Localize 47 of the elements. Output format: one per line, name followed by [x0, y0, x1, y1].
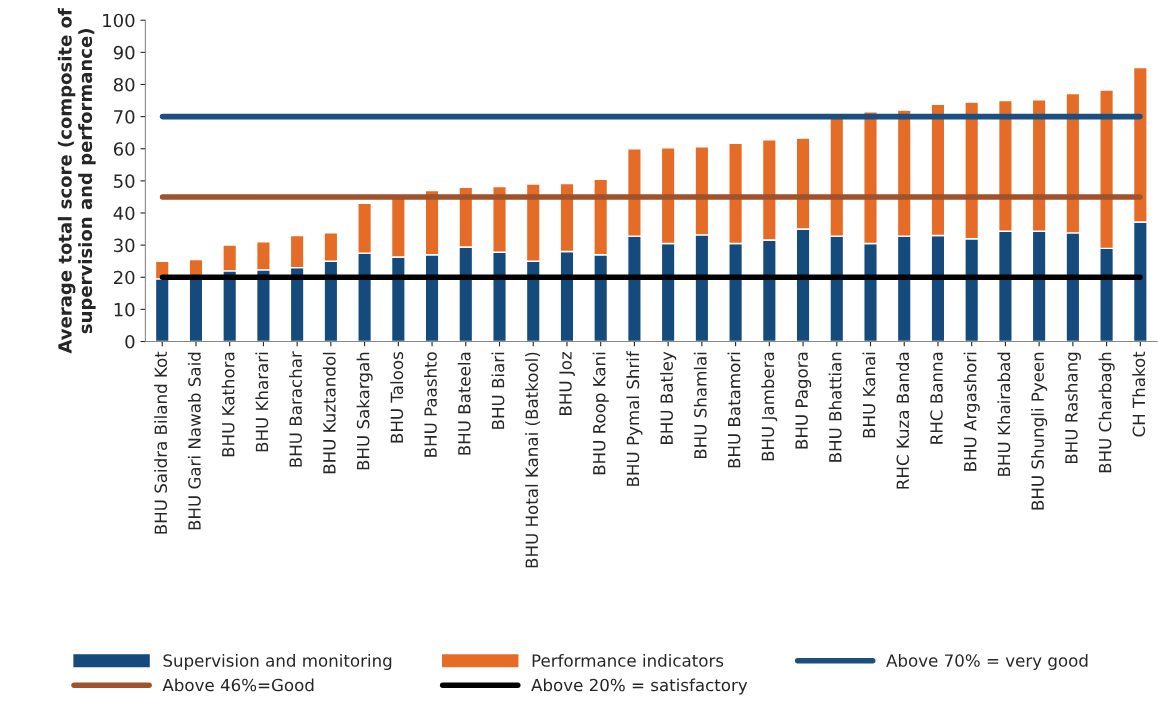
y-tick-label: 80	[113, 77, 135, 92]
x-tick-label: BHU Bateela	[457, 352, 471, 455]
x-tick-label: RHC Kuza Banda	[896, 352, 910, 489]
x-tick-label: BHU Kathora	[221, 352, 235, 457]
x-tick-label: BHU Kuztandol	[322, 352, 336, 474]
x-tick-label: BHU Batamori	[727, 352, 741, 468]
x-tick-label: CH Thakot	[1132, 351, 1146, 437]
x-tick-label: BHU Biari	[491, 352, 505, 429]
y-tick-label: 60	[113, 142, 135, 156]
x-tick-label: BHU Shungli Pyeen	[1031, 352, 1048, 510]
legend-label: Performance indicators	[532, 653, 724, 667]
x-tick-label: BHU Shamlai	[693, 352, 707, 459]
y-tick-label: 40	[113, 206, 135, 221]
x-tick-label: BHU Pagora	[795, 352, 812, 449]
x-tick-label: BHU Taloos	[390, 352, 404, 443]
legend-label: Above 70% = very good	[886, 653, 1088, 671]
y-tick-label: 10	[114, 302, 135, 317]
x-tick-label: BHU Khairabad	[997, 352, 1011, 476]
y-tick-label: 100	[103, 13, 135, 28]
legend-label: Above 20% = satisfactory	[531, 678, 748, 695]
y-tick-label: 70	[114, 110, 135, 124]
x-tick-label: BHU Charbagh	[1098, 352, 1115, 473]
y-tick-label: 30	[114, 238, 135, 253]
x-tick-label: BHU Bhattian	[828, 352, 842, 462]
x-tick-label: BHU Kanai	[862, 352, 876, 438]
x-tick-label: BHU Argashori	[963, 352, 980, 471]
x-tick-label: BHU Hotal Kanai (Batkool)	[525, 352, 541, 568]
y-axis-title: Average total score (composite of supervision and performance)	[57, 8, 96, 354]
x-tick-label: BHU Jambera	[761, 352, 778, 461]
x-tick-label: BHU Batley	[660, 351, 677, 444]
y-tick-label: 0	[125, 334, 135, 349]
legend-label: Above 46%=Good	[162, 678, 314, 692]
x-tick-label: BHU Pymal Shrif	[626, 350, 643, 486]
x-tick-label: BHU Barachar	[289, 351, 302, 467]
x-tick-label: BHU Roop Kani	[592, 352, 609, 475]
x-tick-label: BHU Paashto	[423, 352, 437, 457]
x-tick-label: BHU Kharari	[255, 352, 269, 452]
legend-label: Supervision and monitoring	[163, 653, 392, 671]
x-tick-label: BHU Rashang	[1064, 352, 1081, 464]
y-tick-label: 50	[114, 174, 135, 188]
x-tick-label: BHU Sakargah	[356, 352, 373, 470]
x-tick-label: BHU Saidra Biland Kot	[154, 351, 168, 534]
x-tick-label: BHU Joz	[559, 351, 575, 415]
x-tick-label: RHC Banna	[930, 352, 943, 444]
y-tick-label: 90	[113, 45, 135, 60]
y-tick-label: 20	[114, 270, 135, 285]
x-tick-label: BHU Gari Nawab Said	[187, 352, 201, 530]
